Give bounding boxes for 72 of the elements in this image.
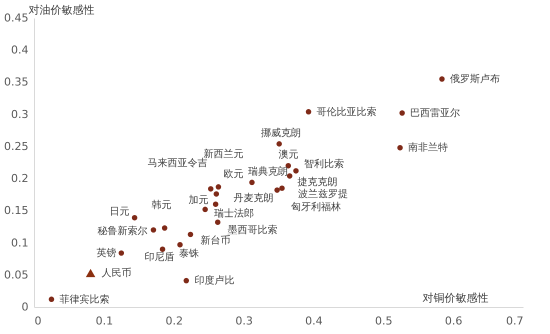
x-axis-title: 对铜价敏感性 [422, 292, 488, 304]
y-tick-label: 0.1 [11, 236, 28, 250]
x-tick-label: 0.7 [506, 314, 524, 328]
point [160, 246, 166, 252]
y-tick-label: 0.2 [11, 172, 28, 186]
annotation: 秘鲁新索尔 [97, 224, 148, 237]
annotation: 俄罗斯卢布 [450, 73, 500, 86]
annotation: 巴西雷亚尔 [410, 107, 460, 120]
y-tick-label: 0.45 [4, 12, 28, 24]
x-tick-label: 0.4 [305, 314, 323, 328]
annotation: 瑞典克朗 [248, 165, 288, 178]
annotation: 印尼盾 [144, 251, 175, 264]
point [184, 278, 190, 284]
annotation: 墨西哥比索 [228, 224, 278, 236]
point [202, 206, 208, 212]
annotation: 人民币 [102, 266, 132, 279]
point [150, 227, 156, 233]
point [86, 268, 96, 278]
annotation: 加元 [188, 194, 209, 206]
point [279, 185, 285, 191]
annotation: 泰铢 [179, 248, 199, 260]
point [48, 296, 54, 302]
point [293, 168, 299, 174]
annotation: 欧元 [223, 168, 244, 180]
annotation: 澳元 [278, 148, 298, 161]
point [214, 219, 220, 225]
point [208, 186, 214, 192]
annotation: 菲律宾比索 [59, 293, 110, 306]
point [216, 184, 222, 190]
y-tick-label: 0.05 [4, 268, 28, 282]
x-tick-label: 0.3 [235, 314, 253, 328]
annotation: 丹麦克朗 [233, 192, 274, 204]
point [162, 225, 168, 231]
x-tick-label: 0.1 [96, 314, 114, 328]
point [118, 250, 124, 256]
x-tick-label: 0.2 [165, 314, 183, 328]
point [399, 110, 405, 116]
point [249, 180, 255, 186]
annotation: 新台币 [200, 234, 230, 246]
annotation: 匈牙利福林 [291, 201, 342, 214]
y-axis-title: 对油价敏感性 [28, 4, 94, 16]
annotation: 捷克克朗 [298, 176, 338, 188]
point [188, 232, 194, 238]
annotation: 波兰兹罗提 [298, 188, 348, 200]
point [397, 144, 403, 150]
point [439, 76, 445, 82]
point [177, 242, 183, 248]
annotation: 南非兰特 [408, 142, 448, 154]
x-tick-label: 0.6 [444, 314, 462, 328]
annotation: 印度卢比 [194, 274, 234, 287]
y-tick-label: 0.4 [11, 44, 28, 57]
annotation: 瑞士法郎 [214, 207, 254, 220]
point [274, 187, 280, 193]
point [276, 141, 282, 147]
point [214, 191, 220, 197]
y-tick-label: 0.25 [4, 140, 28, 153]
annotation: 挪威克朗 [261, 126, 302, 139]
annotation: 智利比索 [304, 158, 344, 170]
annotation: 韩元 [152, 199, 172, 212]
point [132, 215, 138, 220]
annotation: 英镑 [96, 247, 116, 260]
y-tick-label: 0 [22, 300, 28, 314]
x-tick-label: 0.5 [375, 314, 393, 328]
point [306, 109, 312, 114]
y-tick-label: 0.35 [4, 76, 28, 89]
y-tick-label: 0.3 [11, 108, 28, 121]
x-tick-label: 0 [34, 314, 42, 328]
y-tick-label: 0.15 [4, 204, 28, 218]
point [286, 173, 292, 179]
point [212, 202, 218, 207]
annotation: 哥伦比亚比索 [316, 106, 377, 118]
annotation: 日元 [110, 206, 130, 218]
